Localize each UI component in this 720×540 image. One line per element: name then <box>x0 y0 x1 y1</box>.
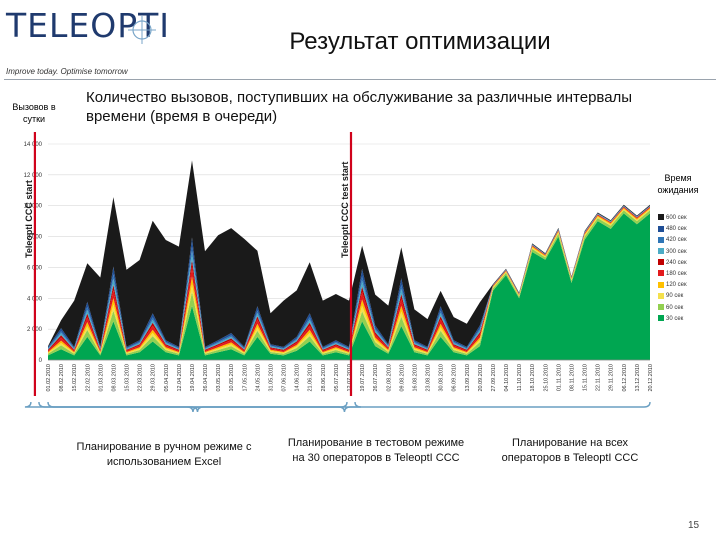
x-tick-label: 15.03.2010 <box>125 364 131 392</box>
x-tick-label: 19.04.2010 <box>190 364 196 392</box>
x-tick-label: 22.02.2010 <box>85 364 91 392</box>
legend-swatch <box>658 248 664 255</box>
legend-item: 240 сек <box>658 259 687 267</box>
x-tick-label: 29.03.2010 <box>151 364 157 392</box>
x-tick-label: 25.10.2010 <box>543 364 549 392</box>
legend-item: 30 сек <box>658 315 683 323</box>
legend-swatch <box>658 259 664 266</box>
page-number: 15 <box>688 520 700 531</box>
x-tick-label: 26.07.2010 <box>373 364 379 392</box>
legend-label: 240 сек <box>666 259 687 266</box>
x-tick-label: 05.07.2010 <box>334 364 340 392</box>
x-tick-label: 01.02.2010 <box>46 364 52 392</box>
legend-label: 600 сек <box>666 215 687 221</box>
x-tick-label: 07.06.2010 <box>282 364 288 392</box>
tagline: Improve today. Optimise tomorrow <box>6 67 128 76</box>
caption-phase-1: Планирование в ручном режиме с использов… <box>76 441 252 468</box>
y-tick-label: 12 000 <box>24 173 43 179</box>
x-tick-label: 28.06.2010 <box>321 364 327 392</box>
legend-item: 90 сек <box>658 292 683 300</box>
x-tick-label: 10.05.2010 <box>229 364 235 392</box>
marker-label: TeleoptI CCC start <box>24 180 34 258</box>
legend-swatch <box>658 214 664 221</box>
x-tick-label: 14.06.2010 <box>295 364 301 392</box>
legend-item: 420 сек <box>658 236 687 244</box>
brace-phase-3 <box>38 401 651 413</box>
x-tick-label: 22.03.2010 <box>138 364 144 392</box>
header-divider <box>4 79 716 80</box>
y-tick-label: 0 <box>39 358 43 364</box>
legend-item: 480 сек <box>658 225 687 233</box>
legend-title: Время ожидания <box>657 173 699 195</box>
x-tick-label: 19.07.2010 <box>360 364 366 392</box>
chart-subtitle: Количество вызовов, поступивших на обслу… <box>86 89 633 125</box>
x-tick-label: 27.09.2010 <box>491 364 497 392</box>
x-tick-label: 18.10.2010 <box>530 364 536 392</box>
legend-swatch <box>658 315 664 322</box>
x-tick-label: 08.02.2010 <box>59 364 65 392</box>
x-tick-label: 03.05.2010 <box>216 364 222 392</box>
x-tick-label: 01.03.2010 <box>98 364 104 392</box>
legend-label: 480 сек <box>666 226 687 233</box>
legend-label: 60 сек <box>666 304 684 311</box>
x-tick-label: 16.08.2010 <box>412 364 418 392</box>
x-tick-label: 02.08.2010 <box>386 364 392 392</box>
legend-item: 60 сек <box>658 304 683 312</box>
legend-swatch <box>658 225 664 232</box>
x-tick-label: 05.04.2010 <box>164 364 170 392</box>
x-tick-label: 20.12.2010 <box>648 364 654 392</box>
y-axis-label: Вызовов в сутки <box>12 102 56 124</box>
legend-item: 600 сек <box>658 214 687 222</box>
legend-swatch <box>658 270 664 277</box>
x-tick-label: 24.05.2010 <box>255 364 261 392</box>
legend-label: 30 сек <box>666 315 684 322</box>
x-tick-label: 15.11.2010 <box>583 364 589 391</box>
x-tick-label: 11.10.2010 <box>517 364 523 391</box>
logo-cross-icon <box>128 16 156 44</box>
x-tick-label: 08.03.2010 <box>111 364 117 392</box>
x-tick-label: 30.08.2010 <box>439 364 445 392</box>
legend-swatch <box>658 304 664 311</box>
area-series-600-сек <box>48 160 650 347</box>
legend-label: 90 сек <box>666 293 684 300</box>
marker-label: TeleoptI CCC test start <box>340 162 350 258</box>
y-tick-label: 10 000 <box>24 204 43 210</box>
x-tick-label: 13.09.2010 <box>465 364 471 392</box>
x-tick-label: 04.10.2010 <box>504 364 510 392</box>
legend-item: 180 сек <box>658 270 687 278</box>
legend-swatch <box>658 281 664 288</box>
x-tick-label: 08.11.2010 <box>570 364 576 391</box>
x-tick-label: 15.02.2010 <box>72 364 78 392</box>
x-tick-label: 31.05.2010 <box>269 364 275 392</box>
x-tick-label: 29.11.2010 <box>609 364 615 391</box>
area-series-30-сек <box>48 213 650 360</box>
x-tick-label: 06.09.2010 <box>452 364 458 392</box>
x-tick-label: 09.08.2010 <box>399 364 405 392</box>
x-tick-label: 01.11.2010 <box>556 364 562 391</box>
legend-label: 420 сек <box>666 237 687 244</box>
x-tick-label: 06.12.2010 <box>622 364 628 392</box>
x-tick-label: 13.12.2010 <box>635 364 641 392</box>
x-tick-label: 21.06.2010 <box>308 364 314 392</box>
x-tick-label: 17.05.2010 <box>242 364 248 392</box>
x-tick-label: 23.08.2010 <box>426 364 432 392</box>
legend-swatch <box>658 236 664 243</box>
legend-label: 120 сек <box>666 282 687 289</box>
page-title: Результат оптимизации <box>289 28 551 55</box>
area-series-120-сек <box>48 207 650 353</box>
legend-label: 300 сек <box>666 248 687 255</box>
x-tick-label: 26.04.2010 <box>203 364 209 392</box>
legend-label: 180 сек <box>666 271 687 277</box>
caption-phase-3: Планирование на всех операторов в Teleop… <box>501 437 639 464</box>
legend-item: 120 сек <box>658 281 687 289</box>
legend-swatch <box>658 292 664 299</box>
y-tick-label: 14 000 <box>24 142 43 148</box>
caption-phase-2: Планирование в тестовом режиме на 30 опе… <box>287 437 465 464</box>
x-tick-label: 12.04.2010 <box>177 364 183 392</box>
legend-item: 300 сек <box>658 248 687 256</box>
x-tick-label: 22.11.2010 <box>596 364 602 391</box>
x-tick-label: 20.09.2010 <box>478 364 484 392</box>
